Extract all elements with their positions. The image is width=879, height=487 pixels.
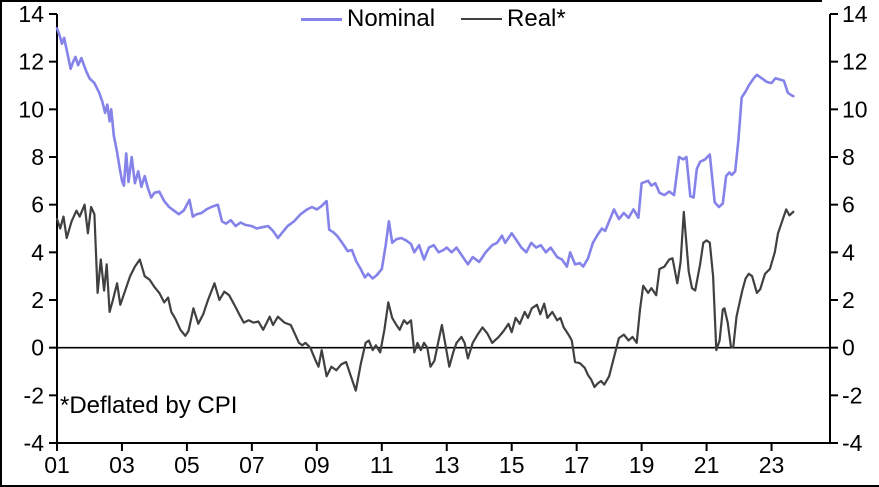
x-axis-tick-label: 23 [759, 452, 785, 478]
y-axis-tick-label-left: 8 [31, 144, 44, 170]
x-axis-tick-label: 01 [44, 452, 70, 478]
y-axis-tick-label-right: -4 [842, 430, 863, 456]
y-axis-tick-label-right: 4 [842, 239, 855, 265]
x-axis-tick-label: 21 [694, 452, 720, 478]
y-axis-tick-label-left: 10 [18, 96, 44, 122]
x-axis-tick-label: 03 [109, 452, 135, 478]
x-axis-tick-label: 07 [239, 452, 265, 478]
y-axis-tick-label-right: 12 [842, 49, 868, 75]
legend: Nominal Real* [301, 5, 566, 33]
y-axis-tick-label-left: -4 [24, 430, 45, 456]
y-axis-tick-label-right: 14 [842, 1, 868, 27]
x-axis-tick-label: 05 [174, 452, 200, 478]
x-axis-tick-label: 17 [564, 452, 590, 478]
y-axis-tick-label-left: 14 [18, 1, 44, 27]
y-axis-tick-label-right: 2 [842, 287, 855, 313]
x-axis-tick-label: 15 [499, 452, 525, 478]
footnote-deflated-by-cpi: *Deflated by CPI [60, 392, 238, 419]
real-legend-line [461, 17, 503, 21]
x-axis-tick-label: 19 [629, 452, 655, 478]
y-axis-tick-label-left: 0 [31, 335, 44, 361]
x-axis-tick-label: 11 [370, 452, 394, 478]
y-axis-tick-label-left: 2 [31, 287, 44, 313]
real-legend-label: Real* [507, 5, 566, 32]
y-axis-tick-label-left: 6 [31, 192, 44, 218]
nominal-series-line [55, 26, 795, 280]
nominal-legend-label: Nominal [347, 5, 436, 32]
real-series-line [55, 203, 795, 392]
y-axis-tick-label-left: 12 [18, 49, 44, 75]
y-axis-tick-label-right: 6 [842, 192, 855, 218]
x-axis-tick-label: 13 [434, 452, 460, 478]
y-axis-tick-label-right: 10 [842, 96, 868, 122]
x-axis-tick-label: 09 [304, 452, 330, 478]
y-axis-tick-label-right: 0 [842, 335, 855, 361]
y-axis-tick-label-left: 4 [31, 239, 44, 265]
nominal-legend-line [301, 17, 342, 21]
y-axis-tick-label-right: 8 [842, 144, 855, 170]
y-axis-tick-label-left: -2 [24, 382, 44, 408]
y-axis-tick-label-right: -2 [842, 382, 862, 408]
